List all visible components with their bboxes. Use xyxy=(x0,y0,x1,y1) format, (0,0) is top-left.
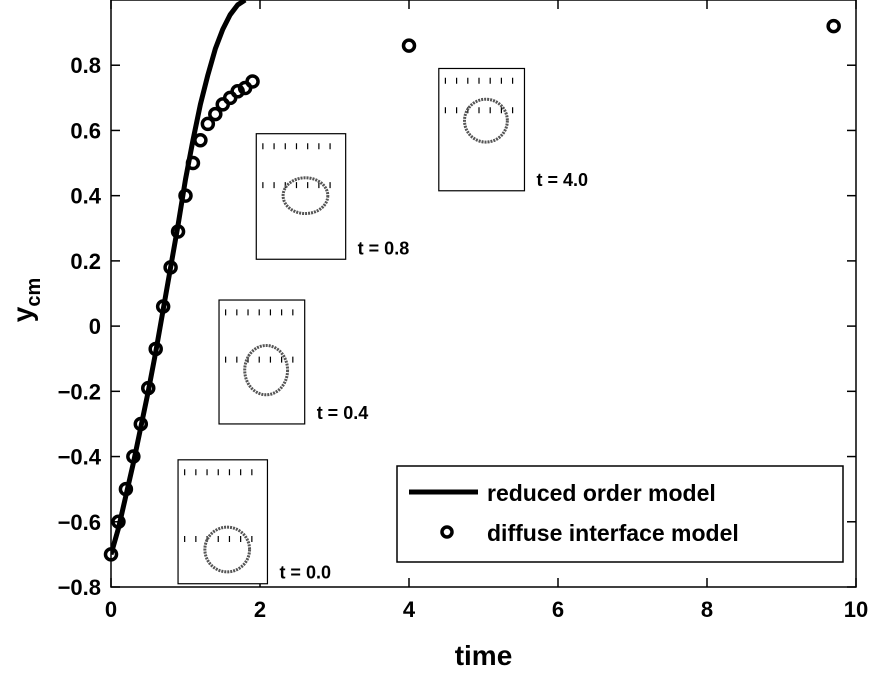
inset-frame xyxy=(255,133,347,260)
series-diffuse-interface-point xyxy=(118,481,134,497)
y-tick-label: −0.8 xyxy=(58,575,101,600)
series-diffuse-interface-point xyxy=(148,341,163,357)
inset-frame xyxy=(438,67,526,192)
series-diffuse-interface-point xyxy=(185,155,201,171)
x-tick-label: 4 xyxy=(403,597,416,622)
series-diffuse-interface-point xyxy=(178,188,193,203)
y-tick-label: 0.6 xyxy=(70,118,101,143)
x-tick-label: 2 xyxy=(254,597,266,622)
droplet-outline xyxy=(281,176,330,216)
plot-area: t = 0.0 t = 0.4 t = 0.8 t = 4.0 xyxy=(103,0,857,588)
y-tick-label: 0 xyxy=(89,314,101,339)
inset-0: t = 0.0 xyxy=(177,459,331,585)
inset-2: t = 0.8 xyxy=(255,133,410,260)
inset-label: t = 0.4 xyxy=(317,403,369,423)
y-tick-labels: −0.8 −0.6 −0.4 −0.2 0 0.2 0.4 0.6 0.8 xyxy=(58,53,102,600)
series-diffuse-interface-point xyxy=(826,18,841,34)
insets: t = 0.0 t = 0.4 t = 0.8 t = 4.0 xyxy=(177,67,588,585)
series-diffuse-interface-point xyxy=(193,132,208,148)
series-diffuse-interface-point xyxy=(200,116,216,132)
series-diffuse-interface-point xyxy=(208,106,223,122)
inset-frame xyxy=(177,459,269,585)
legend-marker-swatch xyxy=(440,525,454,539)
series-diffuse-interface-point xyxy=(155,299,171,314)
inset-1: t = 0.4 xyxy=(218,299,369,425)
legend-label-reduced-order-model: reduced order model xyxy=(487,480,716,506)
y-tick-label: −0.2 xyxy=(58,379,101,404)
plot-frame xyxy=(110,0,857,588)
series-diffuse-interface-point xyxy=(103,547,119,562)
y-axis-label: ycm xyxy=(7,278,45,322)
series-diffuse-interface-point xyxy=(230,84,245,99)
series-diffuse-interface-point xyxy=(170,224,186,239)
legend-label-diffuse-interface-model: diffuse interface model xyxy=(487,520,739,546)
y-tick-label: 0.8 xyxy=(70,53,101,78)
inset-label: t = 0.0 xyxy=(279,563,331,583)
y-tick-label: −0.4 xyxy=(58,445,102,470)
droplet-outline xyxy=(463,97,509,144)
x-tick-label: 8 xyxy=(701,597,713,622)
x-axis-label: time xyxy=(455,640,513,671)
y-tick-label: −0.6 xyxy=(58,510,101,535)
x-tick-label: 0 xyxy=(105,597,117,622)
inset-3: t = 4.0 xyxy=(438,67,588,192)
x-tick-label: 6 xyxy=(552,597,564,622)
x-tick-label: 10 xyxy=(844,597,868,622)
series-diffuse-interface-point xyxy=(126,449,141,464)
y-axis-label-main: y xyxy=(7,306,38,322)
x-tick-labels: 0 2 4 6 8 10 xyxy=(105,597,868,622)
series-diffuse-interface-point xyxy=(163,260,178,275)
y-tick-label: 0.4 xyxy=(70,184,101,209)
y-tick-label: 0.2 xyxy=(70,249,101,274)
series-diffuse-interface-point xyxy=(245,74,260,89)
axis-ticks xyxy=(110,0,857,588)
y-axis-label-sub: cm xyxy=(23,278,45,307)
series-markers-group xyxy=(103,18,841,562)
series-diffuse-interface-point xyxy=(111,514,126,530)
series-diffuse-interface-point xyxy=(401,38,417,53)
inset-frame xyxy=(218,299,306,425)
legend-box xyxy=(396,465,844,563)
droplet-outline xyxy=(203,525,252,574)
droplet-outline xyxy=(243,344,290,397)
series-diffuse-interface-point xyxy=(141,380,156,396)
inset-label: t = 0.8 xyxy=(358,238,410,258)
series-diffuse-interface-point xyxy=(133,416,149,432)
legend: reduced order model diffuse interface mo… xyxy=(396,465,844,563)
inset-label: t = 4.0 xyxy=(536,170,588,190)
